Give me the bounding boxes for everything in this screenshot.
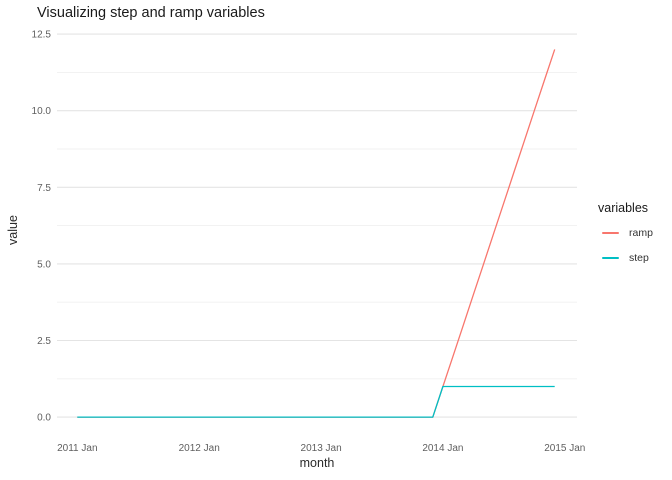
y-tick-label: 10.0 — [32, 106, 52, 117]
legend: variables ramp step — [598, 201, 653, 265]
legend-item-ramp: ramp — [602, 226, 653, 240]
y-tick-label: 2.5 — [37, 336, 51, 347]
x-axis-title: month — [299, 456, 335, 470]
ramp-line-swatch — [602, 232, 619, 234]
x-tick-label: 2013 Jan — [301, 443, 342, 454]
x-tick-label: 2015 Jan — [544, 443, 585, 454]
legend-title: variables — [598, 201, 649, 215]
legend-item-step: step — [602, 251, 653, 265]
legend-label-step: step — [629, 252, 649, 264]
y-tick-label: 7.5 — [37, 183, 51, 194]
y-tick-label: 0.0 — [37, 413, 51, 424]
y-tick-label: 12.5 — [32, 30, 52, 41]
y-axis-title: value — [6, 215, 20, 245]
series-line-step — [77, 385, 555, 418]
series-line-ramp — [77, 49, 556, 418]
x-tick-label: 2012 Jan — [179, 443, 220, 454]
legend-label-ramp: ramp — [629, 227, 653, 239]
x-tick-label: 2014 Jan — [422, 443, 463, 454]
y-tick-label: 5.0 — [37, 259, 51, 270]
chart-title: Visualizing step and ramp variables — [37, 5, 265, 21]
step-line-swatch — [602, 257, 619, 259]
x-tick-label: 2011 Jan — [57, 443, 97, 454]
